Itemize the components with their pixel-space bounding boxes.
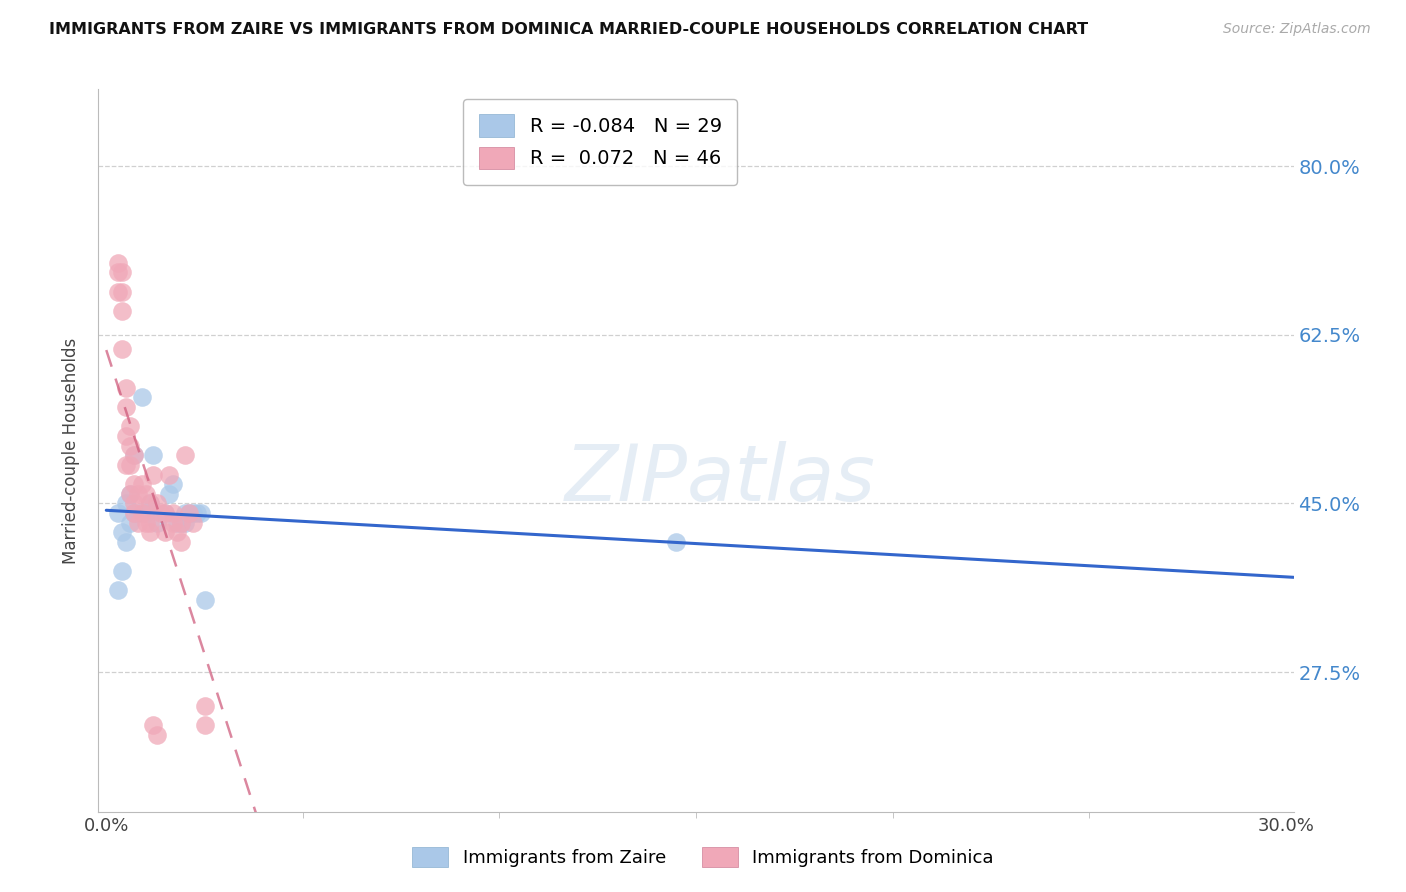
Point <box>193 592 215 607</box>
Point <box>186 506 208 520</box>
Point <box>111 525 134 540</box>
Point <box>107 583 129 598</box>
Point <box>142 467 165 482</box>
Point <box>135 487 157 501</box>
Point <box>111 303 134 318</box>
Point <box>122 448 145 462</box>
Point <box>146 516 169 530</box>
Point <box>170 516 193 530</box>
Point <box>181 516 204 530</box>
Point <box>115 400 138 414</box>
Point <box>162 506 184 520</box>
Point <box>107 255 129 269</box>
Text: IMMIGRANTS FROM ZAIRE VS IMMIGRANTS FROM DOMINICA MARRIED-COUPLE HOUSEHOLDS CORR: IMMIGRANTS FROM ZAIRE VS IMMIGRANTS FROM… <box>49 22 1088 37</box>
Point <box>122 496 145 510</box>
Point <box>157 467 180 482</box>
Point <box>190 506 212 520</box>
Point <box>138 496 160 510</box>
Point <box>115 458 138 472</box>
Point <box>122 506 145 520</box>
Text: Source: ZipAtlas.com: Source: ZipAtlas.com <box>1223 22 1371 37</box>
Y-axis label: Married-couple Households: Married-couple Households <box>62 337 80 564</box>
Point <box>107 506 129 520</box>
Point <box>115 381 138 395</box>
Point <box>157 487 180 501</box>
Point <box>193 718 215 732</box>
Point <box>142 718 165 732</box>
Point <box>115 429 138 443</box>
Point <box>107 265 129 279</box>
Point <box>118 439 141 453</box>
Point <box>127 487 149 501</box>
Point <box>177 506 200 520</box>
Point <box>174 506 197 520</box>
Point <box>155 506 177 520</box>
Point <box>118 487 141 501</box>
Point <box>131 477 153 491</box>
Point <box>166 516 188 530</box>
Point <box>122 477 145 491</box>
Point <box>122 448 145 462</box>
Point <box>122 506 145 520</box>
Point <box>118 487 141 501</box>
Point <box>142 448 165 462</box>
Text: ZIPatlas: ZIPatlas <box>564 442 876 517</box>
Point <box>111 265 134 279</box>
Point <box>665 535 688 549</box>
Point <box>150 506 173 520</box>
Point <box>127 516 149 530</box>
Point <box>170 516 193 530</box>
Point <box>193 698 215 713</box>
Point <box>118 458 141 472</box>
Point <box>155 525 177 540</box>
Legend: R = -0.084   N = 29, R =  0.072   N = 46: R = -0.084 N = 29, R = 0.072 N = 46 <box>464 99 737 185</box>
Point <box>107 285 129 299</box>
Point <box>138 516 160 530</box>
Point <box>146 728 169 742</box>
Point <box>111 285 134 299</box>
Point <box>111 343 134 357</box>
Point <box>135 506 157 520</box>
Point <box>131 391 153 405</box>
Point <box>138 525 160 540</box>
Point <box>131 506 153 520</box>
Point <box>155 506 177 520</box>
Point <box>170 535 193 549</box>
Point <box>181 506 204 520</box>
Point <box>177 506 200 520</box>
Point <box>162 516 184 530</box>
Point <box>135 516 157 530</box>
Point <box>138 496 160 510</box>
Point <box>118 516 141 530</box>
Point <box>166 525 188 540</box>
Point <box>146 496 169 510</box>
Point <box>174 448 197 462</box>
Point <box>118 419 141 434</box>
Point <box>115 535 138 549</box>
Legend: Immigrants from Zaire, Immigrants from Dominica: Immigrants from Zaire, Immigrants from D… <box>405 839 1001 874</box>
Point <box>162 477 184 491</box>
Point <box>115 496 138 510</box>
Point <box>174 516 197 530</box>
Point <box>111 564 134 578</box>
Point <box>127 506 149 520</box>
